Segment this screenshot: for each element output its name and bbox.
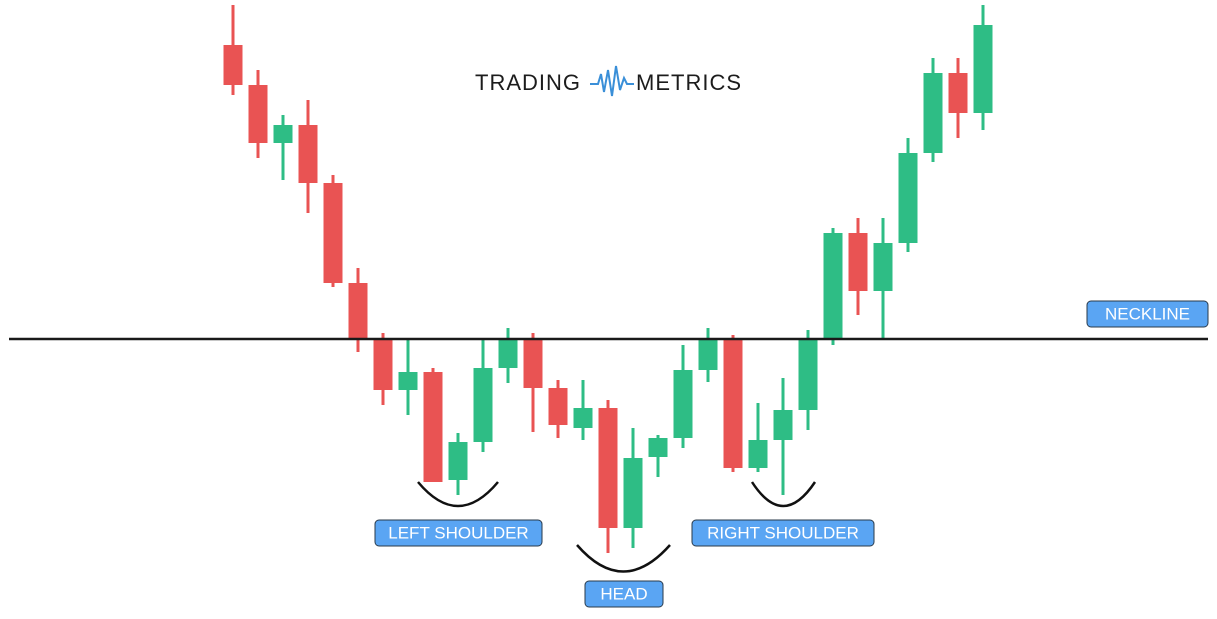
candle-body: [773, 410, 793, 440]
candle-body: [423, 372, 443, 482]
candle-wick: [281, 115, 285, 180]
candle-body: [523, 340, 543, 388]
candle-body: [323, 183, 343, 283]
candle-wick: [756, 403, 760, 472]
candle-body: [573, 408, 593, 428]
candles: [223, 5, 993, 553]
candle-body: [298, 125, 318, 183]
candle-body: [473, 368, 493, 442]
candle-body: [873, 243, 893, 291]
candle-body: [373, 340, 393, 390]
label-box: [691, 519, 875, 547]
candle-body: [648, 438, 668, 457]
candle-body: [273, 125, 293, 143]
right-shoulder-label: RIGHT SHOULDER: [707, 523, 859, 542]
candle-body: [398, 372, 418, 390]
label-box: [1086, 300, 1209, 328]
candle-body: [598, 408, 618, 528]
candle-body: [923, 73, 943, 153]
head-label: HEAD: [600, 584, 647, 603]
logo-right: METRICS: [636, 70, 742, 95]
label-box: [374, 519, 543, 547]
candle-body: [448, 442, 468, 480]
candle-body: [223, 45, 243, 85]
candle-body: [673, 370, 693, 438]
candle-body: [723, 340, 743, 468]
right-shoulder-arc: [750, 481, 817, 508]
candle-body: [823, 233, 843, 338]
candle-body: [798, 340, 818, 410]
candle-body: [748, 440, 768, 468]
candle-body: [898, 153, 918, 243]
logo-left: TRADING: [475, 70, 581, 95]
neckline-label: NECKLINE: [1105, 304, 1190, 323]
left-shoulder-label: LEFT SHOULDER: [388, 523, 528, 542]
candle-body: [498, 340, 518, 368]
candle-body: [973, 25, 993, 113]
head-arc: [576, 544, 671, 573]
candle-body: [948, 73, 968, 113]
candle-body: [248, 85, 268, 143]
candle-body: [348, 283, 368, 338]
label-box: [584, 580, 664, 608]
candle-body: [848, 233, 868, 291]
candle-body: [623, 458, 643, 528]
candle-body: [698, 340, 718, 370]
logo-icon: [590, 65, 634, 97]
candle-body: [548, 388, 568, 425]
left-shoulder-arc: [417, 481, 499, 508]
